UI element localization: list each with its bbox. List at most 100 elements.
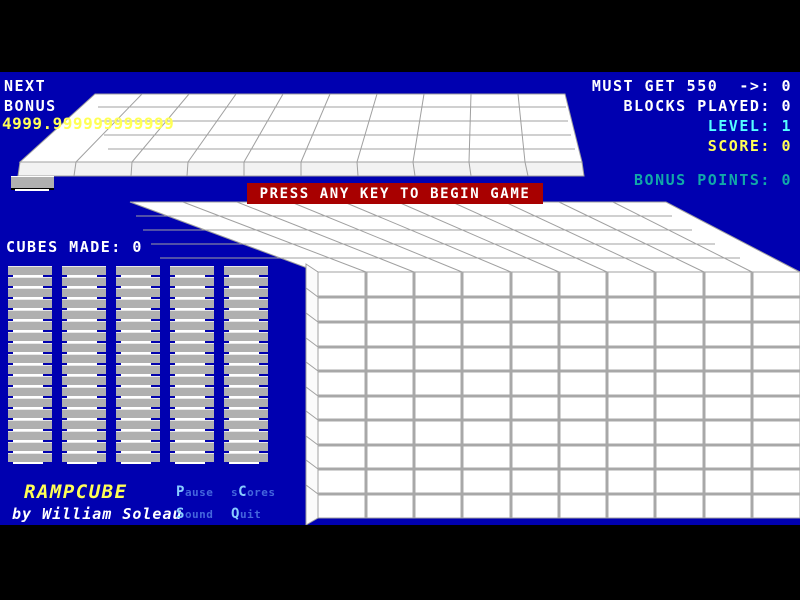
stack-block [62,310,106,321]
stat-blocks-played: BLOCKS PLAYED: 0 [624,98,793,114]
cubes-made-value: 0 [132,238,143,256]
stack-block [170,442,214,453]
pause-label: ause [184,486,214,499]
scores-label: ores [247,486,276,499]
menu-item-scores[interactable]: sCores [231,484,296,500]
stat-bonus-points-label: BONUS POINTS: [634,171,771,189]
stat-must-get-value: 0 [781,77,792,95]
stack-block [224,332,268,343]
stack-block [116,277,160,288]
stack-block [224,310,268,321]
stack-block [62,299,106,310]
stack-block [8,310,52,321]
stack-block [224,431,268,442]
next-label: NEXT [4,77,47,95]
stack-block [116,398,160,409]
menu-item-quit[interactable]: Quit [231,506,296,522]
press-any-key-banner[interactable]: PRESS ANY KEY TO BEGIN GAME [247,183,543,204]
stack-block [170,398,214,409]
stack-block [62,442,106,453]
stack-block [8,420,52,431]
stack-block [224,453,268,464]
stack-block [8,299,52,310]
stack-block [170,277,214,288]
stack-block [62,420,106,431]
game-title: RAMPCUBE [24,481,128,503]
stack-block [170,310,214,321]
stack-block [62,409,106,420]
stack-block [116,321,160,332]
scores-hotkey: C [238,484,248,500]
stack-block [116,365,160,376]
stack-block [170,266,214,277]
stack-block [116,266,160,277]
stack-block [8,431,52,442]
stack-block [8,409,52,420]
stat-score: SCORE: 0 [708,138,792,154]
cube-wall-svg [129,201,800,525]
stack-block [170,409,214,420]
stat-score-label: SCORE: [707,137,771,155]
stack-block [8,354,52,365]
cube-wall[interactable] [118,200,800,525]
scores-prefix: s [231,486,239,499]
stat-bonus-points: BONUS POINTS: 0 [634,172,792,188]
stack-block [62,376,106,387]
stack-block [224,365,268,376]
playfield: NEXT BONUS 4999.999999999999 MUST GET 55… [0,72,800,525]
stack-block [62,288,106,299]
block-column [8,266,52,496]
menu-item-sound[interactable]: Sound [176,506,231,522]
stat-must-get: MUST GET 550 ->: 0 [592,78,792,94]
stack-block [8,321,52,332]
quit-label: uit [239,508,262,521]
stack-block [224,277,268,288]
block-column [62,266,106,496]
stack-block [62,387,106,398]
stack-block [170,354,214,365]
stack-block [170,288,214,299]
stack-block [8,288,52,299]
stack-block [62,266,106,277]
ramp-board[interactable] [10,92,590,188]
stack-block [224,409,268,420]
stat-level-label: LEVEL: [707,117,771,135]
game-author: by William Soleau [12,505,183,523]
stack-block [8,343,52,354]
stack-block [8,266,52,277]
stack-block [62,453,106,464]
stack-block [62,343,106,354]
block-column [170,266,214,496]
stack-block [62,365,106,376]
stack-block [116,431,160,442]
stat-bonus-points-value: 0 [781,171,792,189]
stack-block [224,299,268,310]
stack-block [116,343,160,354]
stack-block [116,387,160,398]
stack-block [62,354,106,365]
menu-item-pause[interactable]: Pause [176,484,231,500]
stack-block [224,387,268,398]
stat-blocks-played-label: BLOCKS PLAYED: [623,97,771,115]
stack-block [170,365,214,376]
stack-block [224,288,268,299]
stack-block [8,398,52,409]
quit-hotkey: Q [231,506,240,522]
cubes-made: CUBES MADE: 0 [6,239,143,255]
stack-block [8,453,52,464]
stack-block [62,332,106,343]
stack-block [116,299,160,310]
stack-block [62,321,106,332]
next-piece-block [11,176,54,191]
stat-level: LEVEL: 1 [708,118,792,134]
stack-block [116,453,160,464]
block-column [224,266,268,496]
stack-block [224,442,268,453]
stat-score-value: 0 [781,137,792,155]
stack-block [116,409,160,420]
stack-block [116,442,160,453]
stack-block [8,387,52,398]
ramp-svg [17,93,585,177]
stack-block [224,321,268,332]
